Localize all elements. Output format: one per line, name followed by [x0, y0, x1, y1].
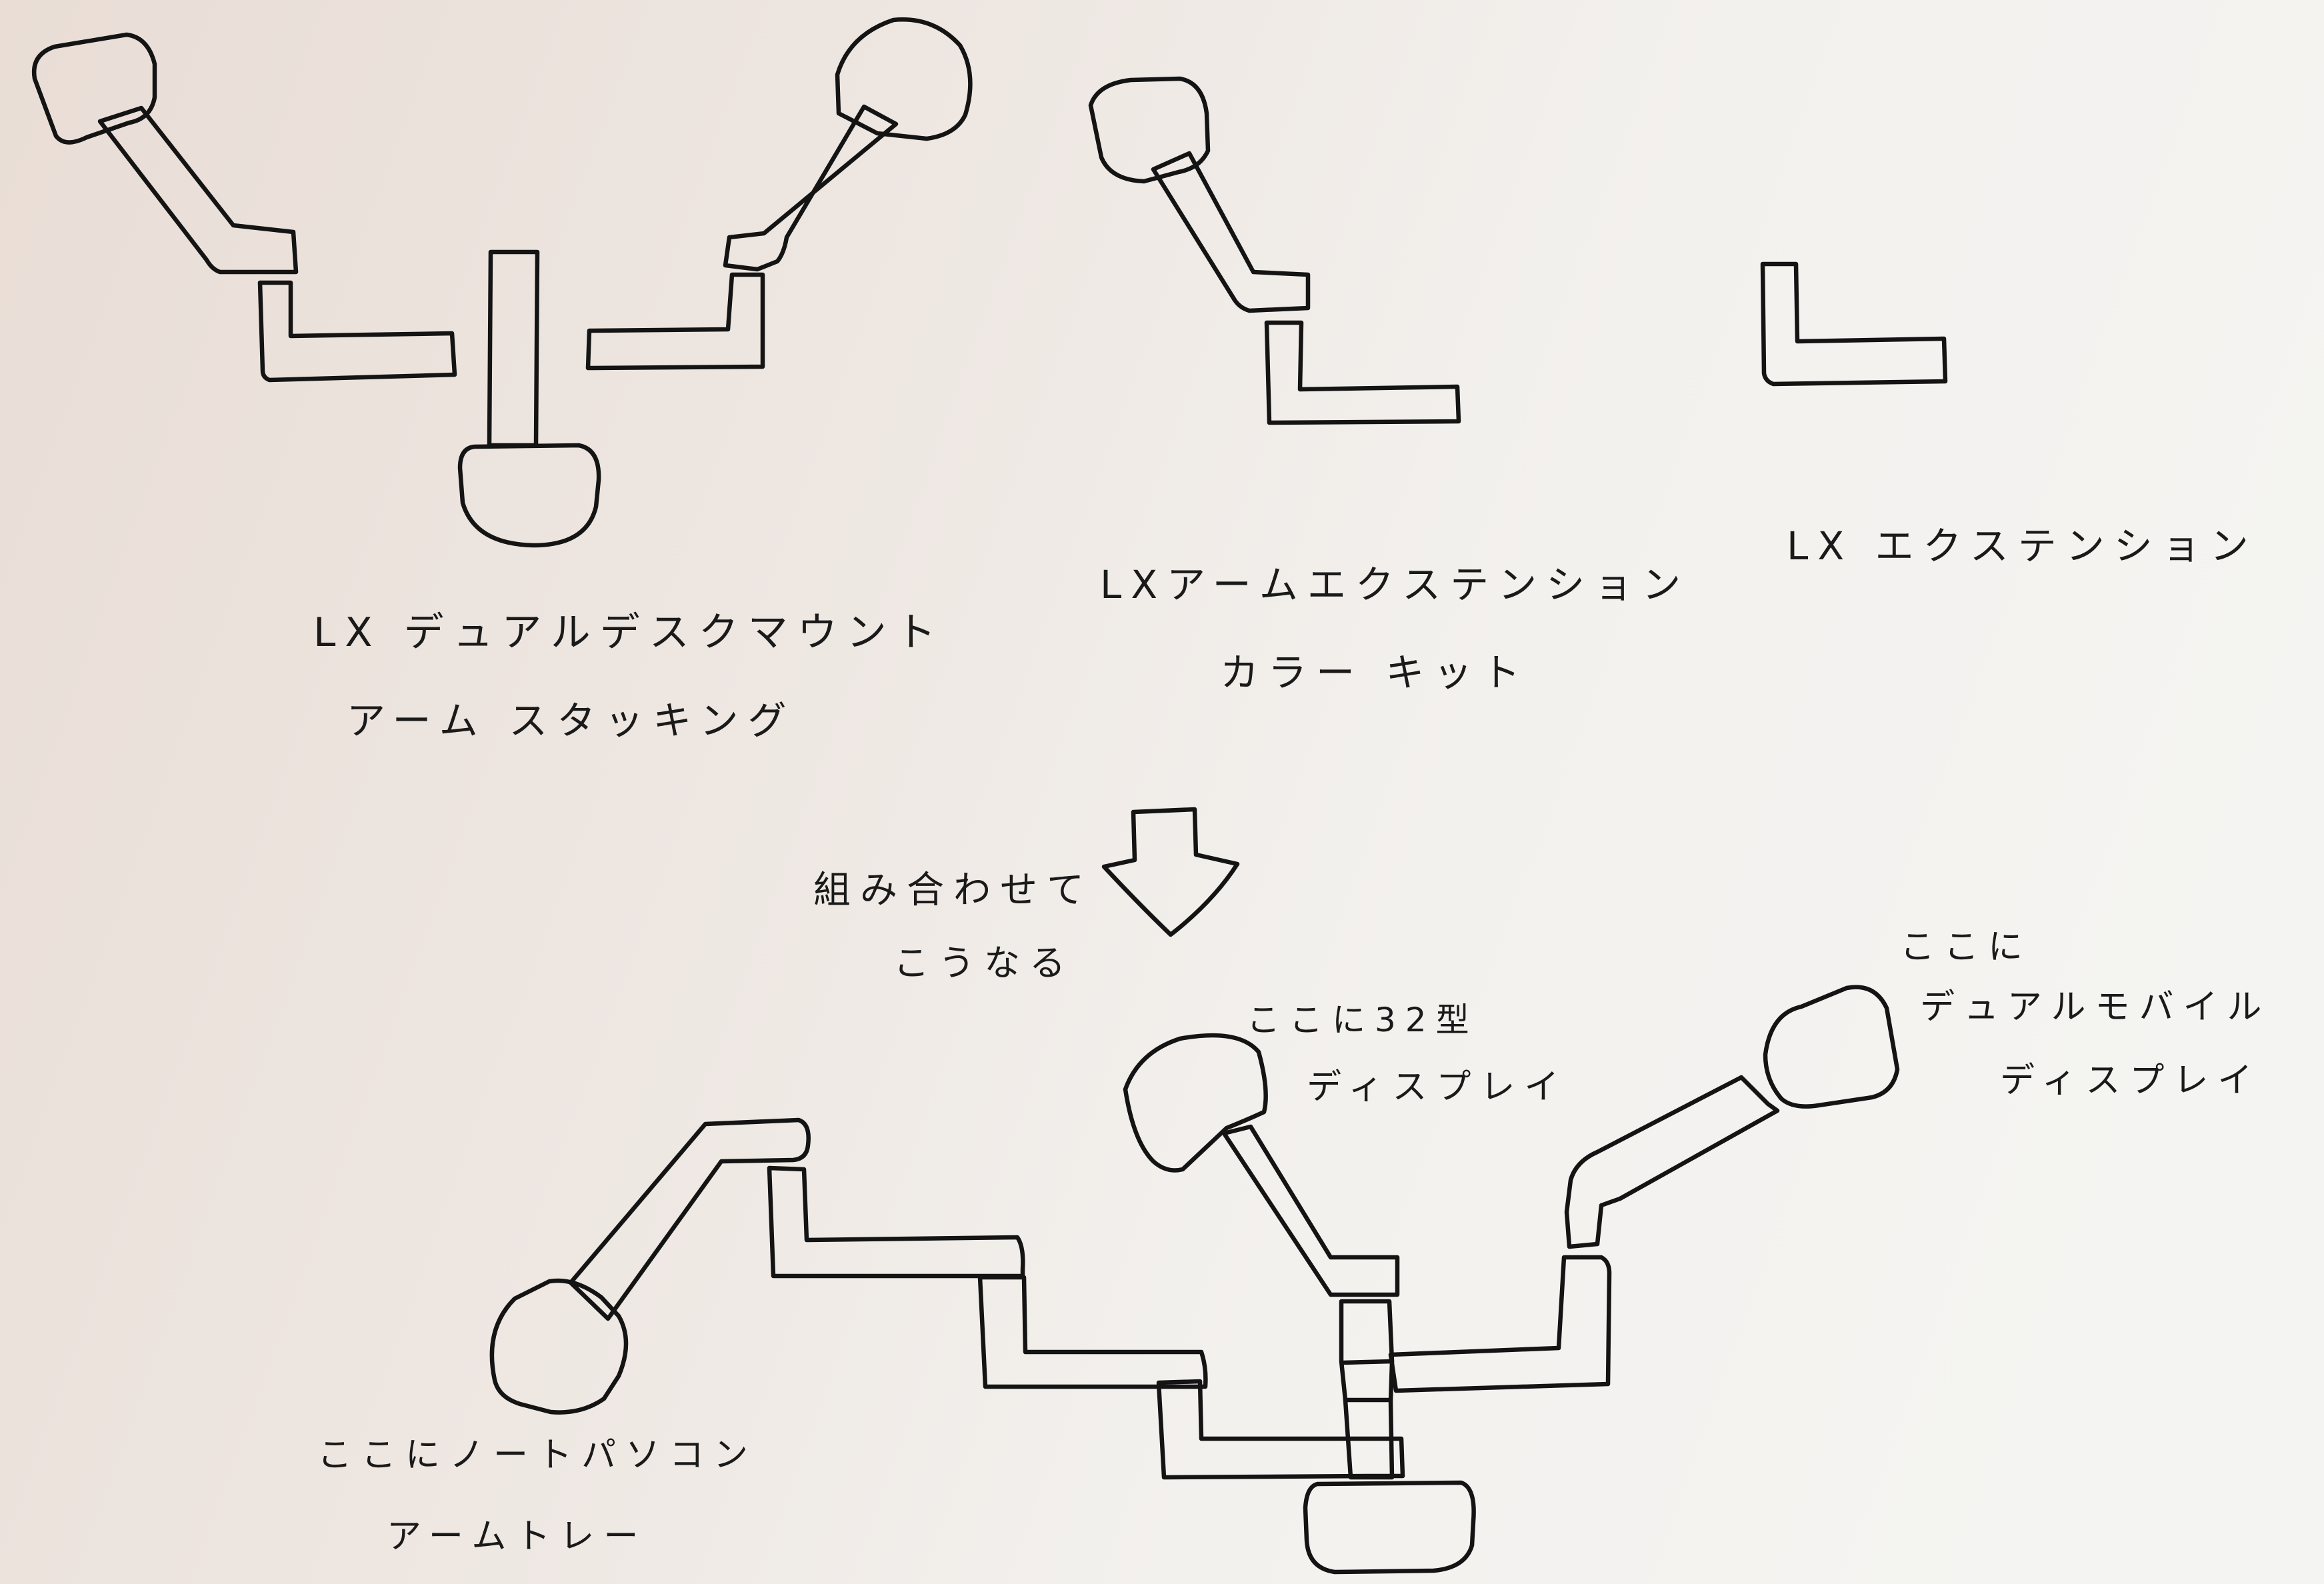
right-upper-arm	[723, 104, 899, 272]
mobile-lower-arm	[1388, 1255, 1612, 1393]
combine-label-line1: 組み合わせて	[813, 869, 1093, 912]
extension-label: LX エクステンション	[1787, 523, 2258, 569]
center-pole	[487, 249, 540, 448]
dual-mobile-label-line3: ディスプレイ	[2000, 1061, 2262, 1101]
arm-extension-label-line2: カラー キット	[1220, 650, 1530, 695]
dual-mobile-label-line2: デュアルモバイル	[1920, 987, 2271, 1027]
dual-desk-mount-label-line1: LX デュアルデスクマウント	[313, 609, 945, 656]
tray-stack-arm-1	[767, 1165, 1025, 1279]
tray-stack-arm-3	[1156, 1379, 1405, 1480]
dual-mobile-label-line1: ここに	[1900, 927, 2033, 967]
mobile-upper-arm	[1564, 1075, 1780, 1249]
laptop-tray-label-line2: アームトレー	[387, 1517, 648, 1557]
kit-upper-arm	[1151, 151, 1311, 313]
mobile-display-head	[1763, 985, 1900, 1109]
down-arrow-icon	[1101, 807, 1240, 937]
display32-label-line1: ここに32型	[1247, 1001, 1479, 1039]
dual-desk-mount-label-line2: アーム スタッキング	[347, 698, 796, 743]
arm-extension-kit-drawing	[1088, 76, 1461, 425]
tray-stack-arm-2	[977, 1275, 1208, 1389]
extension-arm	[1760, 261, 1948, 387]
arm-extension-label-line1: LXアームエクステンション	[1100, 562, 1691, 607]
laptop-tray-label-line1: ここにノートパソコン	[317, 1435, 758, 1475]
dual-desk-mount-drawing	[31, 17, 973, 548]
combine-label-line2: こうなる	[893, 942, 1075, 984]
tray-long-arm	[568, 1117, 811, 1321]
center-pole-stack	[1339, 1299, 1395, 1480]
right-monitor-head	[835, 17, 973, 141]
laptop-tray-head	[489, 1278, 629, 1415]
display32-label-line2: ディスプレイ	[1307, 1067, 1569, 1107]
left-monitor-head	[31, 32, 157, 145]
extension-drawing	[1760, 261, 1948, 387]
right-lower-arm	[585, 272, 765, 371]
combined-assembly-drawing	[489, 985, 1900, 1575]
kit-lower-arm	[1264, 320, 1461, 425]
display32-arm	[1221, 1124, 1400, 1297]
left-lower-arm	[257, 280, 457, 383]
combined-desk-base	[1303, 1480, 1476, 1575]
kit-monitor-head	[1088, 76, 1211, 184]
pole-collar-1	[1340, 1359, 1395, 1365]
display32-head	[1123, 1033, 1268, 1173]
desk-clamp-base	[457, 443, 601, 548]
left-upper-arm	[97, 105, 299, 275]
